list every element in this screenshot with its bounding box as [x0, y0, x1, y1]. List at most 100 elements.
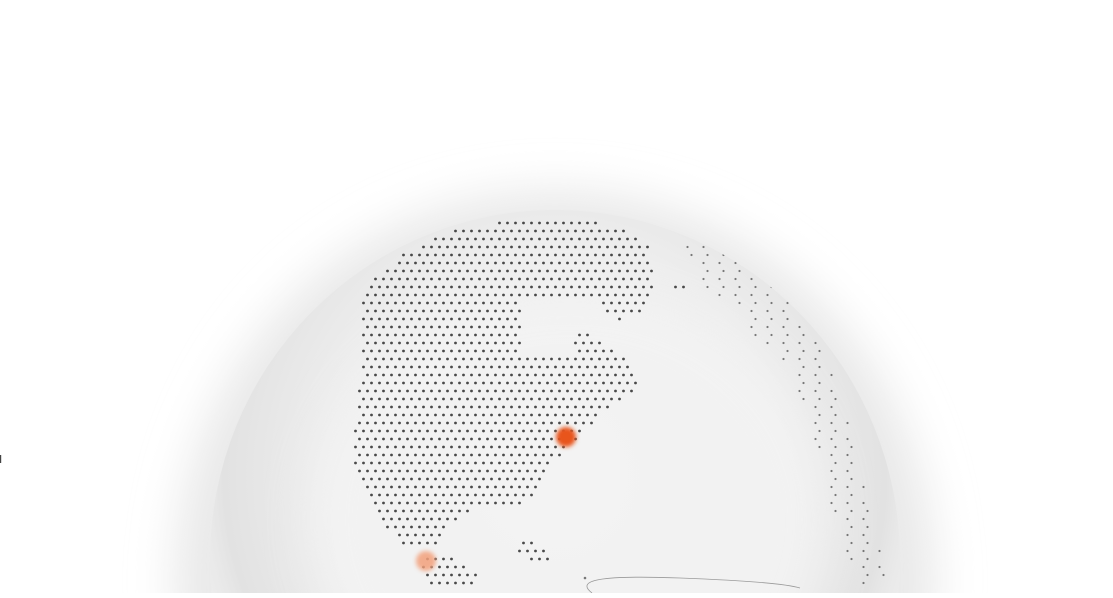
- continent-dot: [366, 469, 369, 473]
- continent-dot: [850, 525, 853, 529]
- continent-dot: [574, 405, 577, 409]
- continent-dot: [802, 365, 805, 369]
- continent-dot: [494, 293, 497, 297]
- continent-dot: [418, 333, 421, 337]
- continent-dot: [402, 253, 405, 257]
- continent-dot: [586, 349, 589, 353]
- continent-dot: [478, 277, 481, 281]
- continent-dot: [402, 317, 405, 321]
- continent-dot: [458, 413, 461, 417]
- continent-dot: [494, 309, 497, 313]
- continent-dot: [862, 565, 865, 569]
- continent-dot: [510, 229, 513, 233]
- continent-dot: [470, 581, 473, 585]
- continent-dot: [502, 229, 505, 233]
- continent-dot: [402, 413, 405, 417]
- continent-dot: [538, 237, 541, 241]
- continent-dot: [834, 509, 837, 513]
- continent-dot: [578, 237, 581, 241]
- continent-dot: [482, 381, 485, 385]
- continent-dot: [402, 365, 405, 369]
- continent-dot: [410, 317, 413, 321]
- continent-dot: [374, 501, 377, 505]
- continent-dot: [510, 325, 513, 329]
- continent-dot: [542, 437, 545, 441]
- continent-dot: [378, 285, 381, 289]
- continent-dot: [490, 365, 493, 369]
- continent-dot: [442, 285, 445, 289]
- continent-dot: [494, 245, 497, 249]
- continent-dot: [518, 245, 521, 249]
- continent-dot: [518, 373, 521, 377]
- continent-dot: [634, 301, 637, 305]
- continent-dot: [702, 261, 705, 265]
- continent-dot: [470, 229, 473, 233]
- continent-dot: [518, 469, 521, 473]
- continent-dot: [530, 269, 533, 273]
- continent-dot: [578, 285, 581, 289]
- continent-dot: [622, 357, 625, 361]
- continent-dot: [386, 285, 389, 289]
- continent-dot: [442, 349, 445, 353]
- continent-dot: [482, 269, 485, 273]
- continent-dot: [498, 493, 501, 497]
- continent-dot: [546, 461, 549, 465]
- continent-dot: [582, 293, 585, 297]
- continent-dot: [434, 365, 437, 369]
- continent-dot: [558, 229, 561, 233]
- continent-dot: [486, 341, 489, 345]
- continent-dot: [410, 333, 413, 337]
- continent-dot: [558, 293, 561, 297]
- continent-dot: [570, 365, 573, 369]
- continent-dot: [574, 373, 577, 377]
- continent-dot: [554, 285, 557, 289]
- continent-dot: [514, 269, 517, 273]
- continent-dot: [538, 445, 541, 449]
- continent-dot: [526, 549, 529, 553]
- continent-dot: [554, 413, 557, 417]
- continent-dot: [414, 517, 417, 521]
- continent-dot: [718, 277, 721, 281]
- continent-dot: [462, 485, 465, 489]
- continent-dot: [418, 301, 421, 305]
- continent-dot: [434, 237, 437, 241]
- continent-dot: [586, 397, 589, 401]
- continent-dot: [366, 453, 369, 457]
- continent-dot: [614, 357, 617, 361]
- continent-dot: [570, 237, 573, 241]
- edge-mark: [0, 455, 2, 463]
- continent-dot: [430, 517, 433, 521]
- continent-dot: [374, 405, 377, 409]
- continent-dot: [630, 245, 633, 249]
- continent-dot: [830, 373, 833, 377]
- continent-dot: [542, 549, 545, 553]
- continent-dot: [582, 357, 585, 361]
- continent-dot: [782, 341, 785, 345]
- continent-dot: [434, 333, 437, 337]
- continent-dot: [422, 325, 425, 329]
- continent-dot: [482, 285, 485, 289]
- continent-dot: [530, 413, 533, 417]
- continent-dot: [850, 509, 853, 513]
- continent-dot: [418, 477, 421, 481]
- continent-dot: [514, 365, 517, 369]
- continent-dot: [474, 445, 477, 449]
- continent-dot: [374, 341, 377, 345]
- continent-dot: [546, 397, 549, 401]
- continent-dot: [470, 453, 473, 457]
- continent-dot: [798, 389, 801, 393]
- continent-dot: [738, 285, 741, 289]
- continent-dot: [598, 229, 601, 233]
- continent-dot: [462, 341, 465, 345]
- continent-dot: [526, 261, 529, 265]
- continent-dot: [390, 421, 393, 425]
- continent-dot: [578, 413, 581, 417]
- continent-dot: [478, 405, 481, 409]
- continent-dot: [422, 533, 425, 537]
- continent-dot: [410, 397, 413, 401]
- continent-dot: [442, 509, 445, 513]
- continent-dot: [558, 389, 561, 393]
- continent-dot: [706, 285, 709, 289]
- continent-dot: [382, 277, 385, 281]
- continent-dot: [494, 341, 497, 345]
